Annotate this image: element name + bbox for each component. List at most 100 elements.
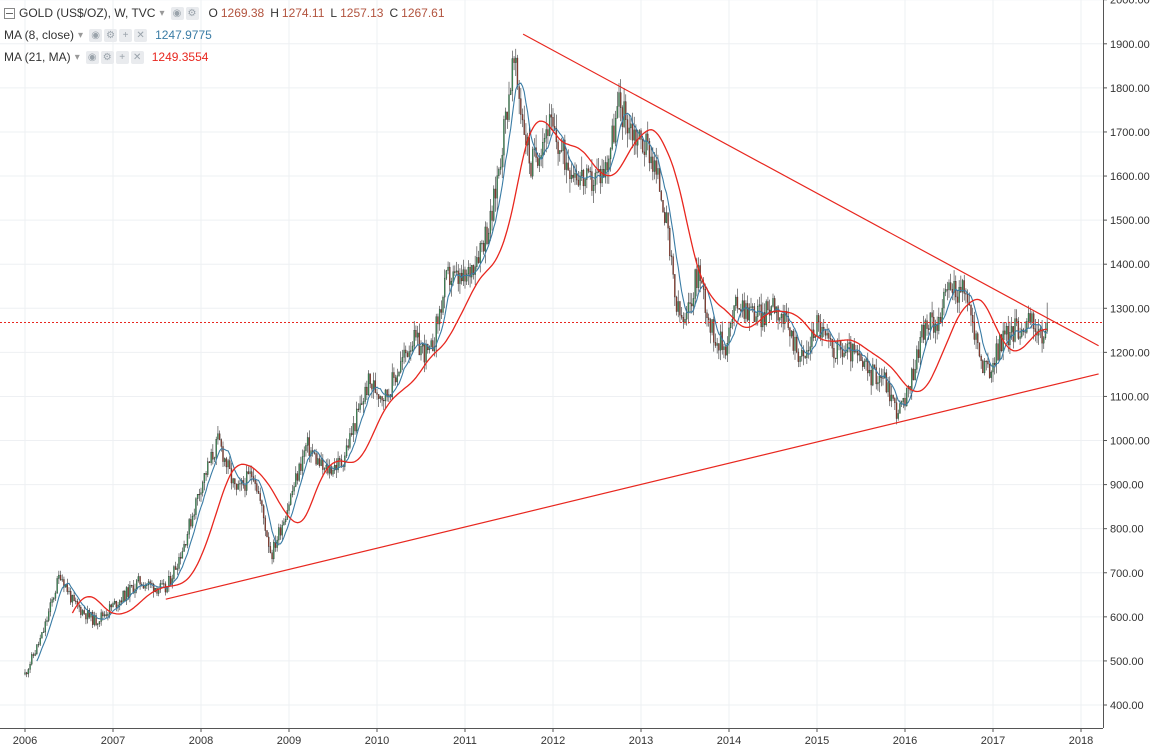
candle-body	[713, 319, 715, 343]
candle-body	[53, 597, 55, 600]
candle-body	[198, 494, 200, 496]
settings-icon[interactable]: ⚙	[100, 50, 114, 64]
candle-body	[623, 101, 625, 127]
y-tick-label: 600.00	[1110, 612, 1144, 624]
candle-body	[362, 401, 365, 405]
settings-icon[interactable]: ⚙	[104, 28, 118, 42]
candle-body	[504, 111, 507, 120]
candle-body	[110, 604, 112, 608]
candle-body	[54, 592, 57, 599]
chevron-down-icon[interactable]: ▾	[74, 51, 80, 63]
candle-body	[921, 324, 923, 338]
chevron-down-icon[interactable]: ▾	[78, 29, 84, 41]
candle-body	[537, 157, 539, 166]
close-icon[interactable]: ✕	[134, 28, 148, 42]
candle-body	[1004, 330, 1006, 335]
candle-body	[999, 334, 1001, 361]
candle-body	[620, 92, 622, 108]
candle-body	[569, 170, 571, 180]
candle-body	[293, 486, 295, 492]
candle-body	[433, 346, 436, 352]
candle-body	[334, 465, 336, 471]
candle-body	[875, 367, 877, 385]
candle-body	[1017, 321, 1020, 339]
candle-body	[846, 343, 849, 353]
plus-icon[interactable]: +	[115, 50, 129, 64]
plus-icon[interactable]: +	[119, 28, 133, 42]
eye-icon[interactable]: ◉	[170, 6, 184, 20]
candle-body	[516, 57, 519, 87]
candle-body	[630, 123, 632, 129]
candle-body	[208, 461, 211, 463]
x-tick-label: 2008	[189, 735, 213, 747]
candle-body	[66, 584, 68, 592]
candle-body	[743, 300, 745, 319]
candle-body	[872, 364, 874, 386]
candle-body	[337, 458, 339, 471]
candle-body	[425, 343, 427, 363]
candle-body	[246, 471, 248, 491]
candle-body	[239, 483, 241, 485]
eye-icon[interactable]: ◉	[85, 50, 99, 64]
candle-body	[790, 330, 793, 337]
candle-body	[1026, 321, 1028, 333]
candle-body	[186, 534, 189, 546]
candle-body	[75, 600, 77, 602]
ma8-line	[36, 82, 1048, 662]
candle-body	[785, 311, 788, 317]
candle-body	[149, 581, 151, 584]
low-value: 1257.13	[340, 6, 384, 20]
ma21-label[interactable]: MA (21, MA)	[4, 50, 71, 64]
candle-body	[71, 595, 74, 603]
candle-body	[870, 370, 872, 386]
candle-body	[300, 463, 302, 471]
candle-body	[367, 373, 370, 396]
candle-body	[692, 298, 695, 307]
symbol-title[interactable]: GOLD (US$/OZ), W, TVC	[19, 6, 156, 20]
trend-lines	[165, 33, 1099, 600]
candle-body	[262, 505, 265, 519]
candle-body	[125, 587, 128, 601]
settings-icon[interactable]: ⚙	[185, 6, 199, 20]
candle-body	[107, 613, 109, 616]
open-value: 1269.38	[220, 6, 265, 20]
candle-body	[528, 137, 530, 164]
candle-body	[213, 457, 216, 460]
candle-body	[411, 345, 414, 351]
ma8-value: 1247.9775	[155, 28, 212, 42]
chevron-down-icon[interactable]: ▾	[159, 7, 165, 19]
candle-body	[806, 350, 808, 358]
candle-body	[232, 478, 234, 484]
candle-body	[1014, 318, 1016, 342]
close-icon[interactable]: ✕	[130, 50, 144, 64]
ma8-label[interactable]: MA (8, close)	[4, 28, 75, 42]
candle-body	[229, 460, 231, 469]
candle-body	[230, 468, 233, 484]
candle-body	[244, 485, 246, 491]
candle-body	[108, 604, 111, 615]
candle-body	[1032, 313, 1035, 329]
candle-body	[494, 188, 497, 199]
candle-body	[591, 171, 593, 191]
candle-body	[124, 591, 126, 601]
collapse-icon[interactable]	[4, 7, 15, 19]
candle-body	[616, 106, 618, 119]
candle-body	[105, 614, 107, 616]
candle-body	[200, 492, 202, 495]
eye-icon[interactable]: ◉	[89, 28, 103, 42]
candle-body	[604, 162, 607, 178]
candle-body	[482, 243, 485, 252]
candle-body	[486, 226, 488, 245]
candle-body	[721, 331, 723, 350]
candle-body	[1043, 337, 1045, 344]
candle-body	[41, 632, 43, 639]
last-price-line: 1267.61	[0, 314, 1152, 331]
candle-body	[413, 330, 415, 347]
candle-body	[856, 351, 859, 356]
candle-body	[538, 158, 541, 166]
candle-body	[491, 210, 493, 221]
candle-body	[559, 150, 561, 154]
candle-body	[218, 433, 221, 440]
candle-body	[601, 169, 603, 184]
